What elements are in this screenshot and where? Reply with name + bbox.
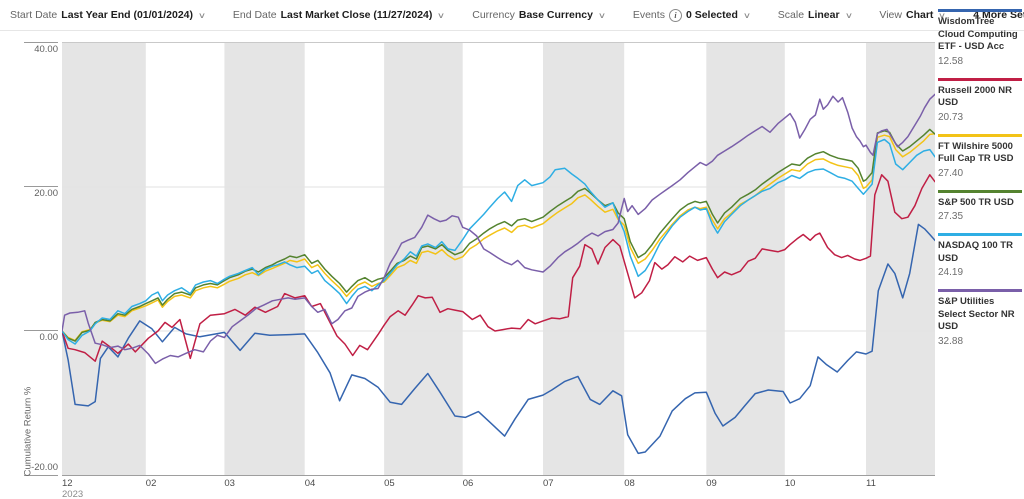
x-tick-sublabel: 2023 bbox=[62, 489, 84, 499]
legend: WisdomTree Cloud Computing ETF - USD Acc… bbox=[938, 9, 1022, 358]
legend-name: WisdomTree Cloud Computing ETF - USD Acc bbox=[938, 16, 1018, 52]
y-tick: 40.00 bbox=[24, 42, 58, 55]
month-band bbox=[706, 43, 785, 475]
chevron-down-icon: ∨ bbox=[844, 10, 853, 20]
start-date-dropdown[interactable]: Start Date Last Year End (01/01/2024) ∨ bbox=[10, 9, 207, 21]
x-axis: 12 2023 02 03 04 05 06 07 08 09 10 11 bbox=[0, 478, 1024, 499]
x-tick-label: 06 bbox=[462, 478, 474, 489]
legend-item[interactable]: NASDAQ 100 TR USD 24.19 bbox=[938, 233, 1022, 279]
y-tick-label: -20.00 bbox=[31, 462, 58, 473]
series-line-russell-2000-nr-usd bbox=[62, 174, 935, 362]
legend-color-bar bbox=[938, 9, 1022, 12]
chevron-down-icon: ∨ bbox=[938, 10, 947, 20]
legend-name: S&P Utilities Select Sector NR USD bbox=[938, 296, 1015, 332]
legend-name: Russell 2000 NR USD bbox=[938, 84, 1012, 109]
y-tick: 20.00 bbox=[24, 186, 58, 199]
series-line-wisdomtree-cloud-computing bbox=[62, 223, 935, 455]
x-tick-label: 09 bbox=[706, 478, 717, 489]
x-tick-label: 05 bbox=[384, 478, 395, 489]
more-settings-dropdown[interactable]: 4 More Settings ∨ bbox=[973, 9, 1024, 21]
info-icon[interactable]: i bbox=[668, 8, 682, 22]
y-tick: 0.00 bbox=[24, 330, 58, 343]
legend-name: FT Wilshire 5000 Full Cap TR USD bbox=[938, 140, 1014, 165]
legend-color-bar bbox=[938, 189, 1022, 193]
legend-value: 12.58 bbox=[938, 55, 964, 67]
scale-value: Linear bbox=[808, 9, 840, 21]
x-tick-label: 10 bbox=[784, 478, 796, 489]
legend-item[interactable]: S&P 500 TR USD 27.35 bbox=[938, 189, 1022, 224]
x-tick-label: 11 bbox=[866, 478, 876, 489]
x-tick-label: 03 bbox=[224, 478, 235, 489]
end-date-dropdown[interactable]: End Date Last Market Close (11/27/2024) … bbox=[232, 9, 446, 21]
y-tick: -20.00 bbox=[24, 462, 58, 476]
month-band bbox=[543, 43, 625, 475]
legend-color-bar bbox=[938, 289, 1022, 292]
chart-area: 40.00 20.00 0.00 -20.00 Cumulative Return %… bbox=[0, 31, 1024, 499]
y-axis: 40.00 20.00 0.00 -20.00 bbox=[0, 42, 58, 487]
y-tick-label: 40.00 bbox=[34, 44, 58, 55]
chevron-down-icon: ∨ bbox=[742, 10, 751, 20]
scale-dropdown[interactable]: Scale Linear ∨ bbox=[777, 9, 853, 21]
toolbar: Start Date Last Year End (01/01/2024) ∨ … bbox=[0, 0, 1024, 31]
legend-value: 24.19 bbox=[938, 267, 964, 278]
events-dropdown[interactable]: Events i 0 Selected ∨ bbox=[632, 8, 751, 22]
start-date-value: Last Year End (01/01/2024) bbox=[61, 9, 193, 21]
legend-value: 27.35 bbox=[938, 211, 964, 222]
chart-svg bbox=[62, 43, 935, 475]
view-value: Chart bbox=[905, 9, 934, 21]
series-line-sp-utilities-select-sector-nr-usd bbox=[62, 93, 935, 365]
series-line-sp-500-tr-usd bbox=[62, 128, 935, 342]
chevron-down-icon: ∨ bbox=[437, 10, 446, 20]
series-line-nasdaq-100-tr-usd bbox=[62, 138, 935, 345]
legend-value: 32.88 bbox=[938, 335, 964, 347]
y-axis-title: Cumulative Return % bbox=[22, 386, 34, 477]
y-tick-label: 20.00 bbox=[34, 188, 58, 199]
x-tick-label: 02 bbox=[145, 478, 157, 489]
month-band bbox=[866, 43, 935, 475]
events-label: Events bbox=[632, 9, 665, 21]
chevron-down-icon: ∨ bbox=[597, 10, 607, 20]
currency-dropdown[interactable]: Currency Base Currency ∨ bbox=[472, 9, 607, 21]
legend-name: S&P 500 TR USD bbox=[938, 196, 1014, 208]
events-value: 0 Selected bbox=[685, 9, 738, 21]
chevron-down-icon: ∨ bbox=[197, 10, 207, 20]
legend-name: NASDAQ 100 TR USD bbox=[938, 240, 1013, 264]
x-tick-label: 08 bbox=[624, 478, 635, 489]
month-band bbox=[224, 43, 305, 475]
currency-label: Currency bbox=[472, 9, 515, 21]
view-label: View bbox=[879, 9, 902, 21]
legend-value: 27.40 bbox=[938, 167, 964, 179]
end-date-value: Last Market Close (11/27/2024) bbox=[280, 9, 433, 21]
legend-item[interactable]: S&P Utilities Select Sector NR USD 32.88 bbox=[938, 289, 1022, 348]
y-tick-label: 0.00 bbox=[39, 332, 59, 343]
start-date-label: Start Date bbox=[10, 9, 58, 21]
legend-item[interactable]: Russell 2000 NR USD 20.73 bbox=[938, 77, 1022, 124]
view-dropdown[interactable]: View Chart ∨ bbox=[879, 9, 947, 21]
legend-color-bar bbox=[938, 133, 1022, 137]
x-tick-label: 04 bbox=[304, 478, 316, 489]
currency-value: Base Currency bbox=[518, 9, 593, 21]
x-tick-label: 07 bbox=[543, 478, 554, 489]
scale-label: Scale bbox=[777, 9, 805, 21]
legend-item[interactable]: FT Wilshire 5000 Full Cap TR USD 27.40 bbox=[938, 133, 1022, 180]
end-date-label: End Date bbox=[232, 9, 277, 21]
x-tick-label: 12 2023 bbox=[62, 478, 84, 499]
chart-plot-area[interactable] bbox=[62, 42, 935, 476]
legend-color-bar bbox=[938, 233, 1022, 236]
legend-item[interactable]: WisdomTree Cloud Computing ETF - USD Acc… bbox=[938, 9, 1022, 68]
month-band bbox=[62, 43, 146, 475]
legend-value: 20.73 bbox=[938, 111, 964, 123]
legend-color-bar bbox=[938, 77, 1022, 81]
series-line-ft-wilshire-5000-full-cap-tr-usd bbox=[62, 132, 935, 342]
more-settings-value: 4 More Settings bbox=[973, 9, 1024, 21]
